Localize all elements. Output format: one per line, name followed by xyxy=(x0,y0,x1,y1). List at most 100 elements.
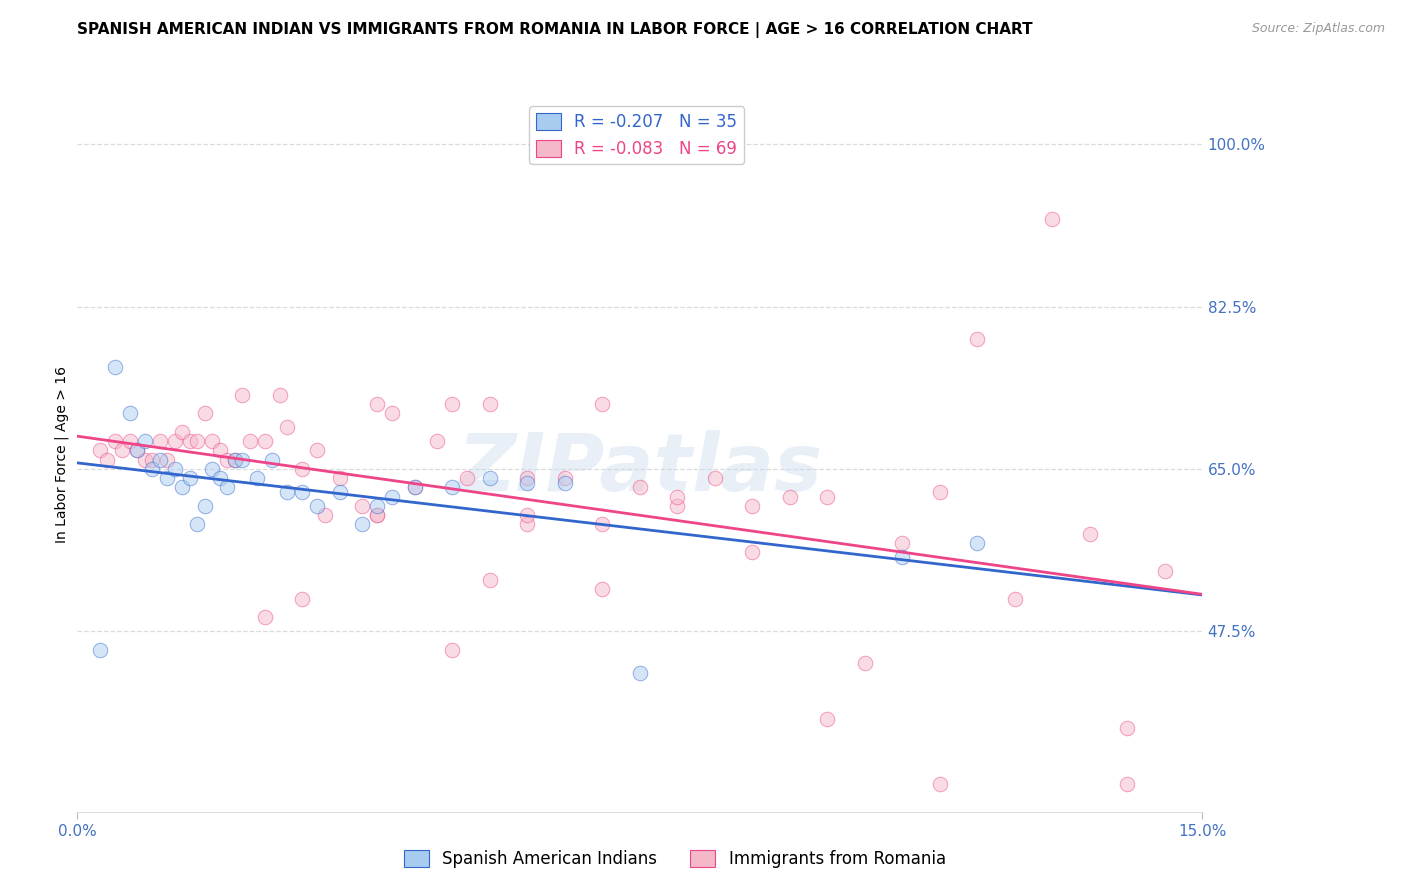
Point xyxy=(89,443,111,458)
Point xyxy=(441,642,464,657)
Point xyxy=(172,425,194,439)
Point xyxy=(815,712,838,726)
Point xyxy=(276,485,298,500)
Point xyxy=(231,387,253,401)
Point xyxy=(928,777,950,791)
Point xyxy=(666,490,689,504)
Point xyxy=(478,471,501,485)
Point xyxy=(246,471,269,485)
Point xyxy=(163,462,186,476)
Point xyxy=(172,480,194,494)
Point xyxy=(307,499,329,513)
Point xyxy=(591,582,613,597)
Point xyxy=(352,517,374,532)
Point xyxy=(891,549,914,564)
Y-axis label: In Labor Force | Age > 16: In Labor Force | Age > 16 xyxy=(55,367,69,543)
Point xyxy=(853,657,876,671)
Point xyxy=(516,475,538,490)
Point xyxy=(329,471,352,485)
Point xyxy=(478,573,501,587)
Point xyxy=(134,434,156,448)
Point xyxy=(217,480,239,494)
Point xyxy=(478,397,501,411)
Point xyxy=(307,443,329,458)
Point xyxy=(366,508,388,523)
Point xyxy=(201,434,224,448)
Point xyxy=(186,434,208,448)
Point xyxy=(628,480,651,494)
Point xyxy=(591,397,613,411)
Point xyxy=(134,452,156,467)
Text: SPANISH AMERICAN INDIAN VS IMMIGRANTS FROM ROMANIA IN LABOR FORCE | AGE > 16 COR: SPANISH AMERICAN INDIAN VS IMMIGRANTS FR… xyxy=(77,22,1033,38)
Legend: Spanish American Indians, Immigrants from Romania: Spanish American Indians, Immigrants fro… xyxy=(396,843,953,875)
Point xyxy=(516,471,538,485)
Text: ZIPatlas: ZIPatlas xyxy=(457,430,823,508)
Point xyxy=(404,480,426,494)
Point xyxy=(104,434,127,448)
Point xyxy=(456,471,478,485)
Point xyxy=(127,443,149,458)
Point xyxy=(291,485,314,500)
Point xyxy=(516,508,538,523)
Point xyxy=(141,462,163,476)
Point xyxy=(194,406,217,420)
Point xyxy=(1040,211,1063,226)
Point xyxy=(779,490,801,504)
Point xyxy=(276,420,298,434)
Point xyxy=(149,434,172,448)
Point xyxy=(441,480,464,494)
Point xyxy=(741,545,763,559)
Point xyxy=(179,471,201,485)
Point xyxy=(253,434,276,448)
Point xyxy=(224,452,246,467)
Point xyxy=(381,490,404,504)
Point xyxy=(441,397,464,411)
Point xyxy=(366,499,388,513)
Point xyxy=(231,452,253,467)
Text: Source: ZipAtlas.com: Source: ZipAtlas.com xyxy=(1251,22,1385,36)
Point xyxy=(815,490,838,504)
Point xyxy=(329,485,352,500)
Point xyxy=(666,499,689,513)
Point xyxy=(141,452,163,467)
Point xyxy=(239,434,262,448)
Point xyxy=(966,332,988,346)
Point xyxy=(314,508,336,523)
Point xyxy=(291,591,314,606)
Point xyxy=(366,508,388,523)
Point xyxy=(426,434,449,448)
Point xyxy=(262,452,284,467)
Point xyxy=(96,452,118,467)
Point xyxy=(554,475,576,490)
Point xyxy=(269,387,291,401)
Point xyxy=(1078,526,1101,541)
Point xyxy=(201,462,224,476)
Point xyxy=(404,480,426,494)
Point xyxy=(381,406,404,420)
Point xyxy=(186,517,208,532)
Point xyxy=(554,471,576,485)
Point xyxy=(89,642,111,657)
Point xyxy=(224,452,246,467)
Point xyxy=(127,443,149,458)
Point xyxy=(366,397,388,411)
Point xyxy=(291,462,314,476)
Point xyxy=(163,434,186,448)
Point xyxy=(156,471,179,485)
Point xyxy=(516,517,538,532)
Point xyxy=(104,359,127,374)
Point xyxy=(628,665,651,680)
Point xyxy=(208,471,231,485)
Point xyxy=(352,499,374,513)
Point xyxy=(591,517,613,532)
Point xyxy=(156,452,179,467)
Point xyxy=(741,499,763,513)
Point xyxy=(118,434,141,448)
Point xyxy=(891,536,914,550)
Point xyxy=(208,443,231,458)
Point xyxy=(966,536,988,550)
Point xyxy=(1004,591,1026,606)
Point xyxy=(111,443,134,458)
Point xyxy=(194,499,217,513)
Legend: R = -0.207   N = 35, R = -0.083   N = 69: R = -0.207 N = 35, R = -0.083 N = 69 xyxy=(529,106,744,164)
